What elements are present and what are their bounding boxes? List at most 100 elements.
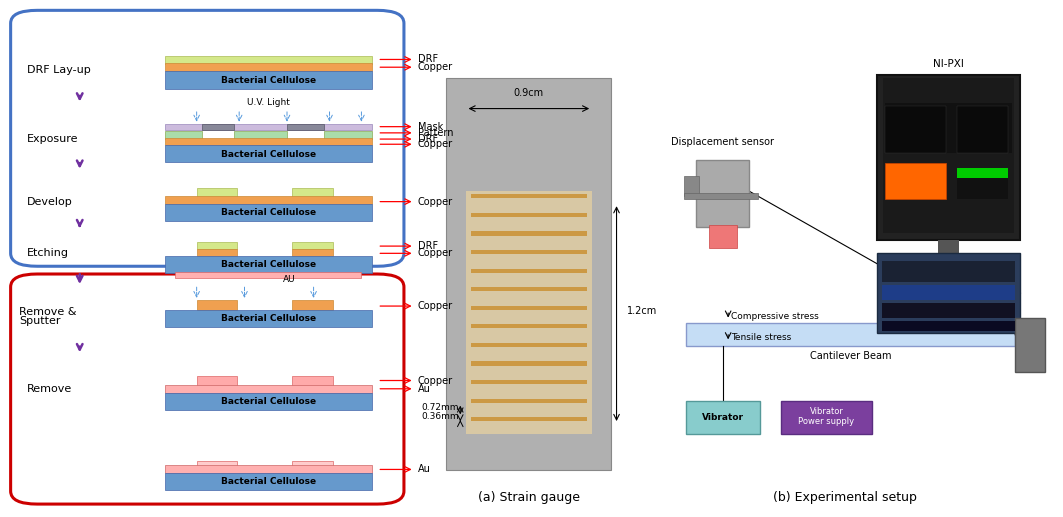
Bar [324,131,372,139]
Bar [466,191,592,434]
Bar [165,465,372,473]
Bar [885,163,946,199]
Bar [957,106,1008,153]
Bar [471,232,587,236]
Bar [686,401,760,434]
Text: Remove &: Remove & [19,307,77,317]
Text: Power supply: Power supply [798,417,855,426]
Text: Bacterial Cellulose: Bacterial Cellulose [221,76,316,85]
Text: Tensile stress: Tensile stress [731,333,792,342]
Text: Au: Au [418,384,431,394]
Text: Copper: Copper [418,248,453,258]
Text: Sputter: Sputter [19,315,61,326]
Bar [686,323,1015,346]
Bar [906,260,991,269]
Bar [197,188,237,197]
Bar [165,131,202,139]
Bar [202,124,234,130]
Bar [471,287,587,291]
Text: DRF Lay-up: DRF Lay-up [27,65,90,75]
Bar [165,56,372,64]
Text: Exposure: Exposure [27,134,78,144]
Text: Bacterial Cellulose: Bacterial Cellulose [221,477,316,486]
Bar [165,138,372,145]
Text: Bacterial Cellulose: Bacterial Cellulose [221,208,316,217]
Text: 0.9cm: 0.9cm [513,88,544,98]
Bar [938,240,959,261]
Bar [684,176,699,196]
Bar [292,300,333,310]
Text: Remove: Remove [27,384,72,394]
Text: Etching: Etching [27,248,69,258]
Text: Copper: Copper [418,301,453,311]
Bar [234,131,287,139]
Bar [957,168,1008,189]
Bar [175,272,361,278]
Text: Au: Au [418,464,431,475]
Text: Cantilever Beam: Cantilever Beam [810,352,891,361]
Text: Bacterial Cellulose: Bacterial Cellulose [221,260,316,269]
Text: Mask: Mask [418,121,443,132]
Bar [292,242,333,249]
Text: Copper: Copper [418,196,453,207]
Text: Vibrator: Vibrator [702,413,744,422]
Bar [197,242,237,249]
Bar [471,213,587,217]
Bar [882,261,1015,282]
Text: AU: AU [284,275,296,284]
Bar [287,124,324,130]
Bar [1015,318,1045,372]
Bar [471,417,587,421]
Bar [446,78,611,470]
Bar [471,399,587,403]
Bar [165,393,372,410]
Bar [471,194,587,199]
Bar [471,380,587,384]
Text: Strain gauge: Strain gauge [942,308,1003,317]
Bar [471,343,587,347]
Bar [165,145,372,162]
Bar [471,306,587,310]
Text: Compressive stress: Compressive stress [731,312,820,321]
Bar [165,124,372,130]
Bar [882,321,1015,331]
Bar [471,324,587,328]
Bar [684,193,758,199]
Text: Copper: Copper [418,62,453,72]
Text: DRF: DRF [418,241,438,251]
Bar [877,253,1020,333]
Text: Pattern: Pattern [418,128,453,138]
Text: Bacterial Cellulose: Bacterial Cellulose [221,314,316,323]
Text: Vibrator: Vibrator [810,407,843,416]
Bar [471,250,587,254]
Text: NI-PXI: NI-PXI [933,59,964,69]
Bar [197,376,237,386]
Bar [292,376,333,386]
Bar [885,106,946,153]
Bar [471,361,587,366]
Bar [197,461,237,466]
Text: 0.36mm: 0.36mm [422,412,459,421]
Text: Copper: Copper [418,139,453,149]
Text: 0.72mm: 0.72mm [422,403,459,412]
Bar [696,160,749,227]
Bar [292,249,333,256]
Text: (a) Strain gauge: (a) Strain gauge [478,492,579,505]
Bar [197,300,237,310]
Bar [883,78,1014,233]
Bar [957,178,1008,199]
Bar [882,285,1015,300]
Bar [165,473,372,490]
Text: Bacterial Cellulose: Bacterial Cellulose [221,397,316,406]
Text: 1.2cm: 1.2cm [627,306,657,315]
Text: Bacterial Cellulose: Bacterial Cellulose [221,149,316,159]
Bar [292,461,333,466]
Bar [165,385,372,393]
Bar [165,310,372,327]
Bar [165,256,372,273]
Text: U.V. Light: U.V. Light [247,98,290,107]
Bar [709,225,737,248]
Bar [165,71,372,89]
Bar [471,269,587,273]
Text: DRF: DRF [418,134,438,144]
